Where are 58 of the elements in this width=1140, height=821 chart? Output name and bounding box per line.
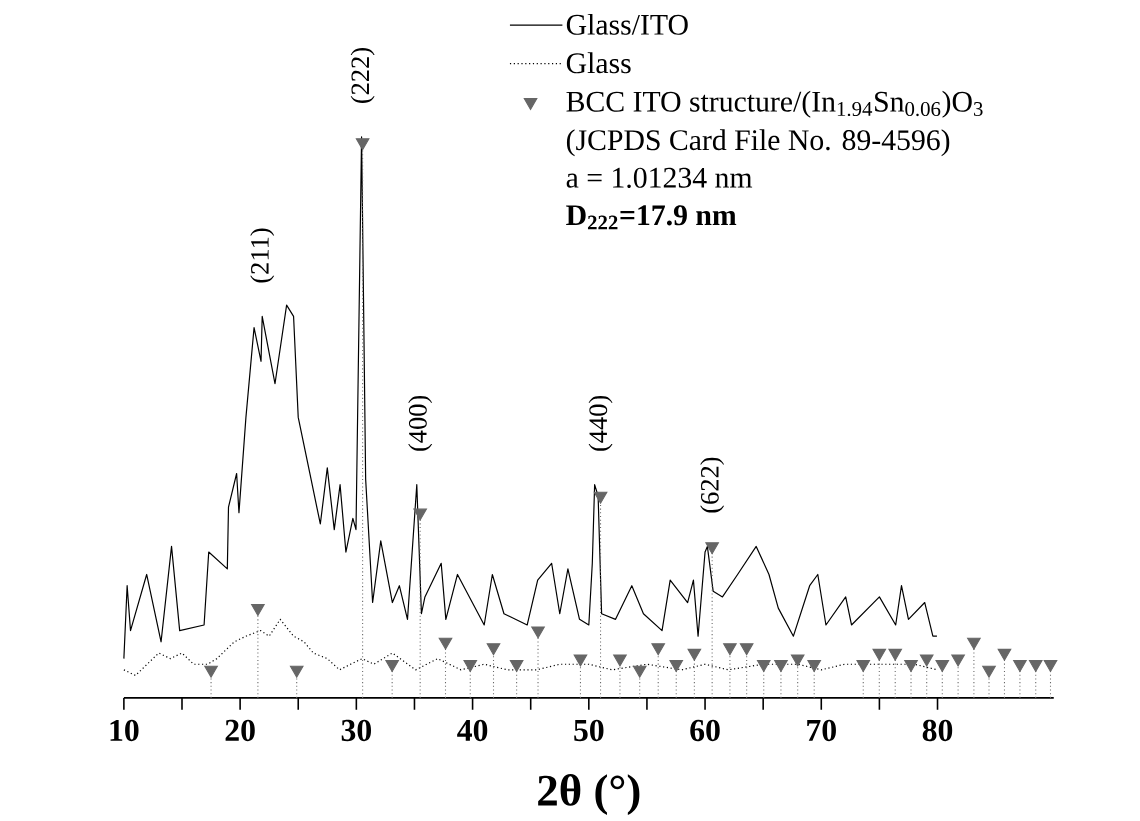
point (1013, 660, 1027, 673)
x-tick-label: 80 (922, 719, 953, 742)
point (204, 665, 218, 678)
point (872, 648, 887, 661)
point (756, 660, 771, 673)
point (632, 665, 647, 678)
x-tick-label: 50 (574, 719, 604, 742)
point (438, 637, 453, 650)
point (774, 660, 788, 673)
point (705, 542, 719, 555)
x-axis-title: 2θ (°) (538, 774, 640, 816)
point (951, 654, 965, 667)
legend-label: Glass/ITO (566, 13, 688, 35)
point (807, 660, 822, 673)
point (982, 665, 996, 678)
annotation: (440) (588, 395, 613, 451)
point (355, 138, 370, 151)
x-tick-label: 40 (457, 719, 488, 742)
point (790, 654, 805, 667)
annotation: (400) (408, 395, 433, 451)
point (251, 604, 265, 617)
point (997, 648, 1012, 661)
point (413, 508, 427, 521)
point (289, 665, 304, 678)
x-tick-label: 20 (225, 719, 255, 742)
point (669, 660, 684, 673)
point (723, 643, 737, 656)
point (888, 648, 903, 661)
annotation: (JCPDS Card File No. 89-4596) (566, 129, 950, 157)
annotation: (211) (250, 228, 275, 283)
point (856, 660, 871, 673)
text: D$_{222}$=17.9 nm (566, 205, 737, 230)
point (509, 660, 524, 673)
point (573, 654, 588, 667)
point (1043, 660, 1058, 673)
point (935, 660, 950, 673)
x-tick-label: 70 (807, 719, 836, 742)
point (739, 643, 754, 656)
x-tick-label: 60 (690, 719, 720, 742)
point (385, 660, 399, 673)
point (967, 637, 981, 650)
point (463, 660, 478, 673)
point (593, 491, 608, 504)
point (904, 660, 918, 673)
legend-label: BCC ITO structure/(In$_{1.94}$Sn$_{0.06}$)O$_{3}$ (566, 90, 983, 118)
legend-label: Glass (566, 52, 631, 74)
point (613, 654, 627, 667)
annotation: (622) (700, 457, 725, 513)
point (651, 643, 666, 656)
point (486, 643, 501, 656)
x-tick-label: 30 (341, 719, 372, 742)
point (1028, 660, 1043, 673)
annotation: a = 1.01234 nm (566, 167, 753, 188)
point (687, 648, 702, 661)
point (919, 654, 934, 667)
point (531, 626, 545, 639)
x-tick-label: 10 (110, 719, 139, 742)
annotation: (222) (350, 48, 375, 104)
